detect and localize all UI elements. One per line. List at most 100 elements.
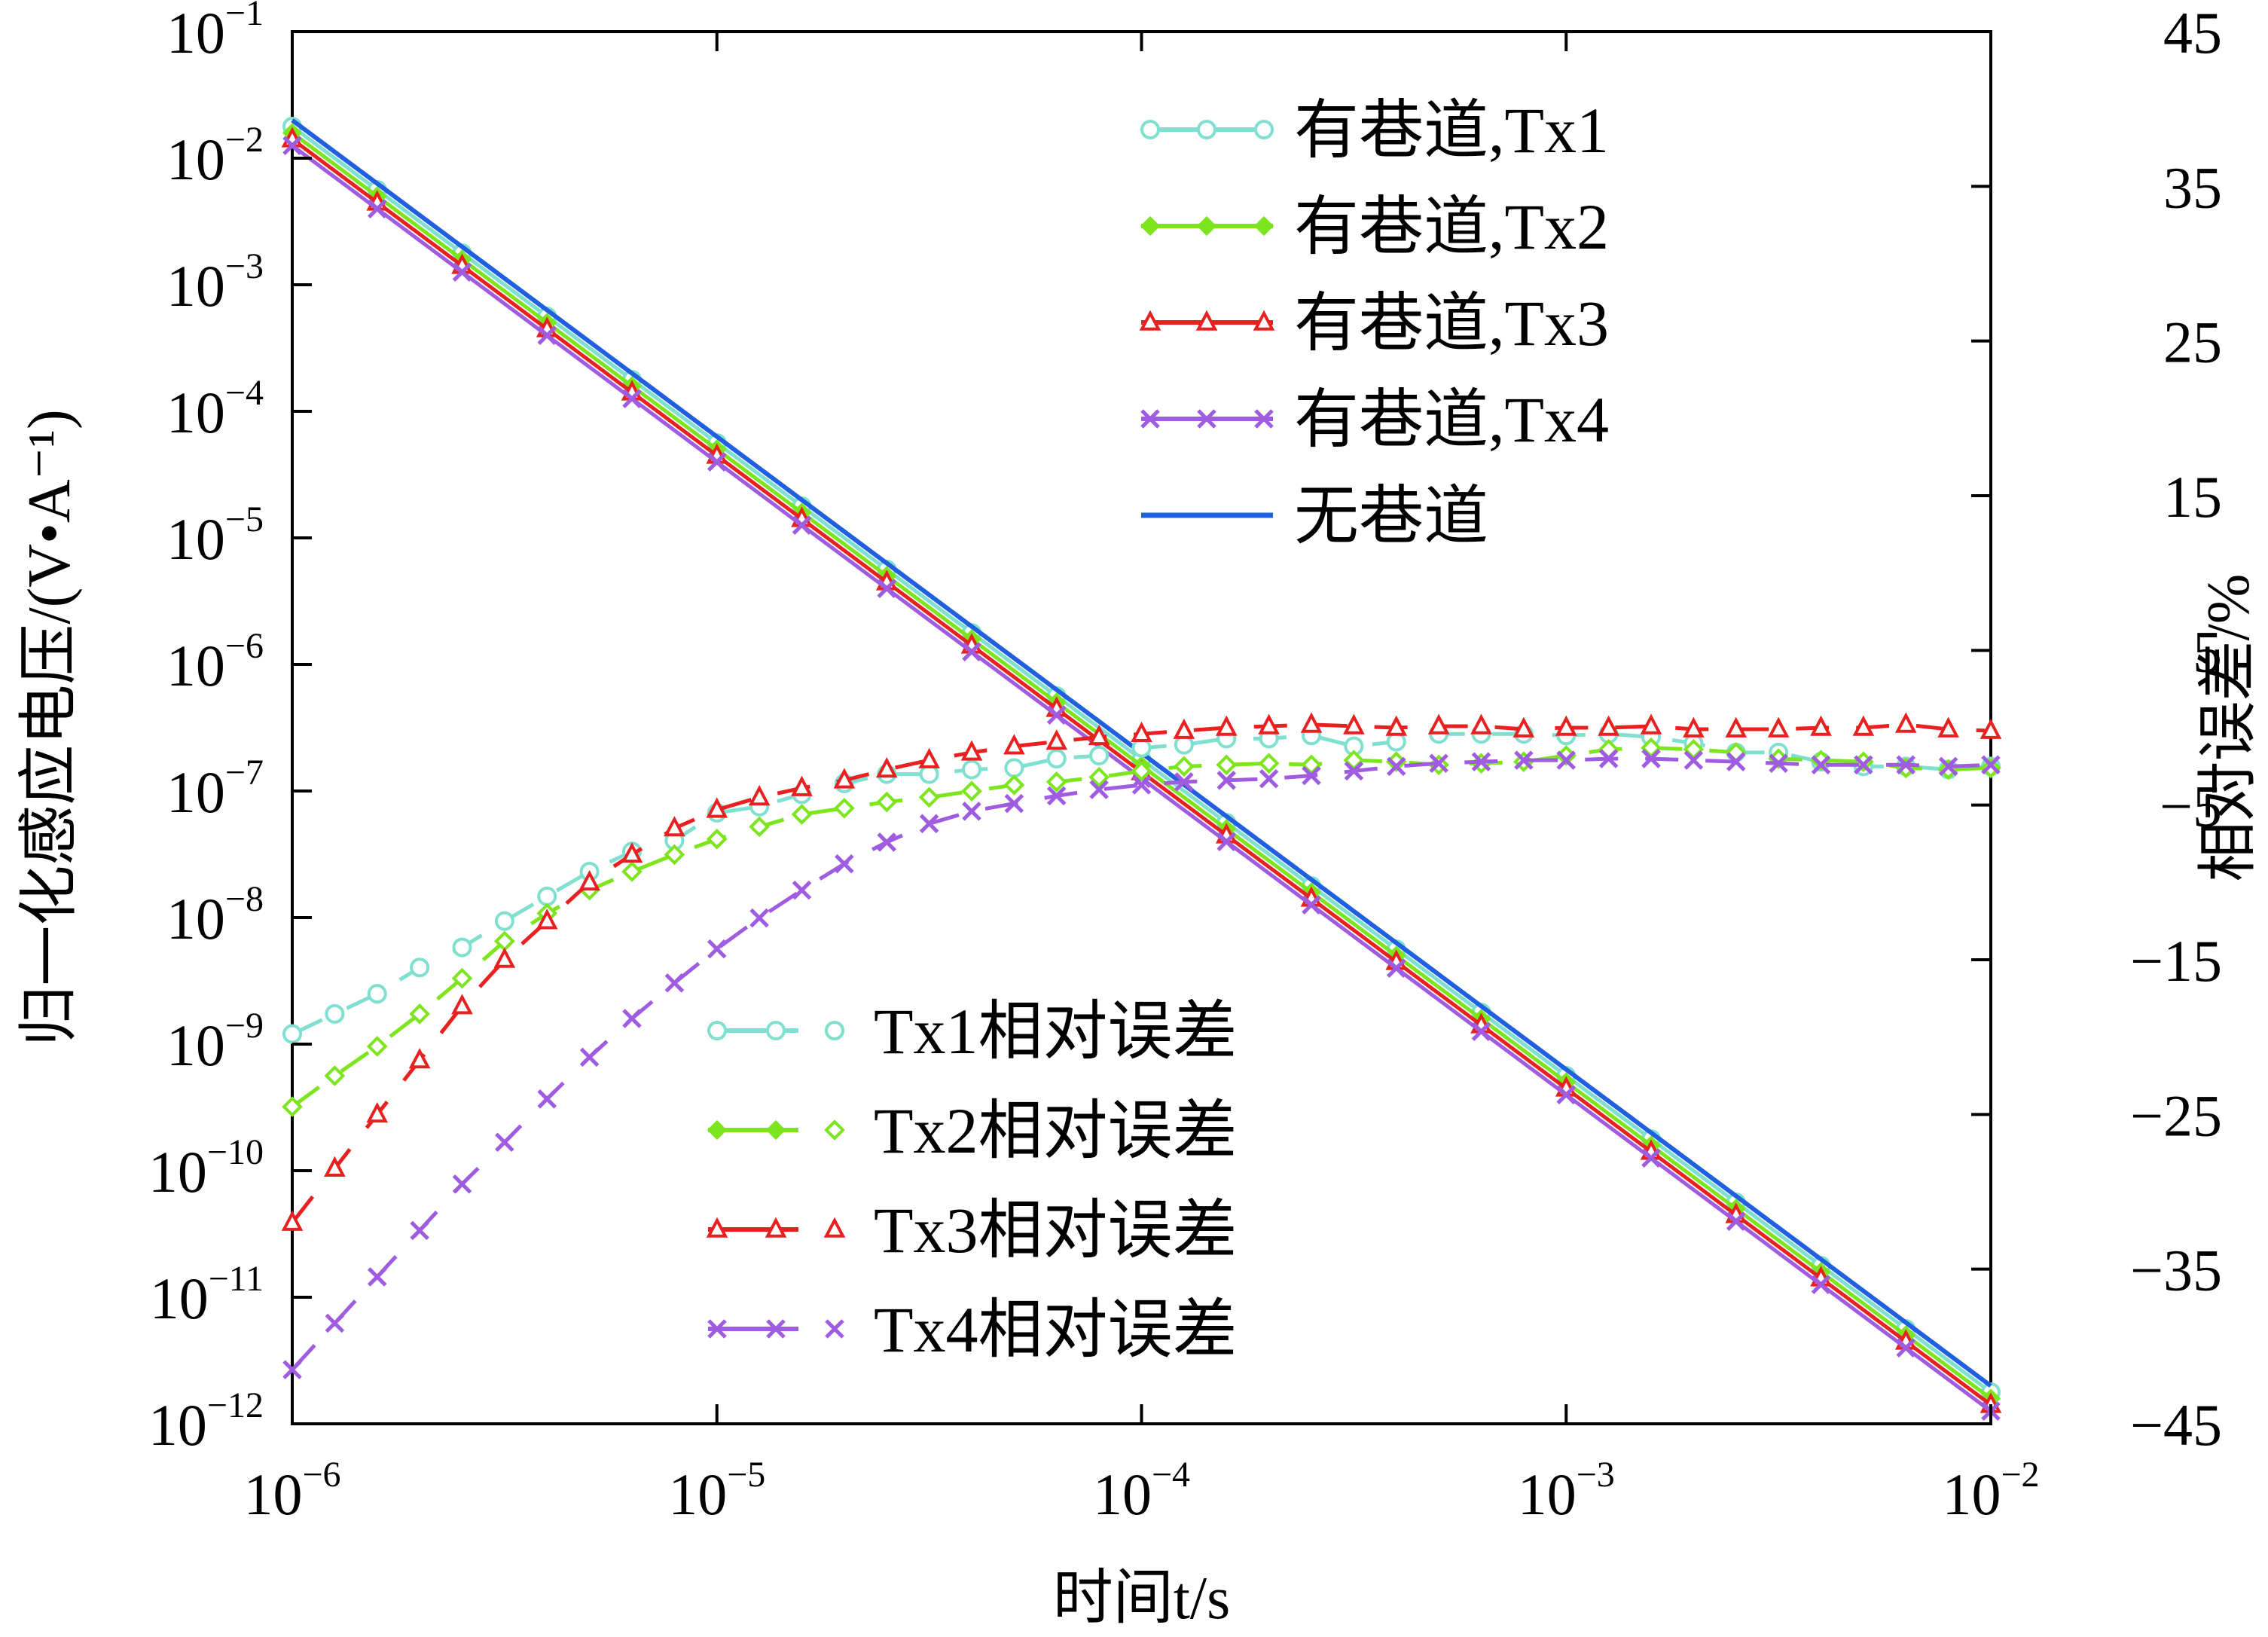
y-left-tick-label: 10−10: [148, 1132, 264, 1205]
error-point-tx4: [579, 1047, 600, 1067]
y-left-tick-label: 10−4: [166, 373, 264, 445]
y-left-tick-label: 10−1: [166, 0, 264, 66]
marker-stroke: [452, 1174, 472, 1194]
marker-stroke: [1556, 1085, 1577, 1104]
error-point-tx3: [578, 869, 600, 891]
error-point-tx4: [1471, 752, 1491, 771]
error-point-tx3: [366, 1101, 389, 1123]
legend-swatch-marker: [766, 1021, 786, 1040]
error-point-tx2: [451, 967, 473, 989]
error-point-tx2: [1174, 756, 1195, 777]
error-point-tx2: [876, 791, 898, 813]
error-point-tx4: [707, 939, 727, 959]
error-point-tx4: [1174, 772, 1194, 792]
error-point-tx4: [367, 1267, 387, 1287]
y-left-tick-label: 10−6: [166, 626, 264, 698]
x-tick-label: 10−3: [1518, 1455, 1615, 1527]
error-point-tx4: [452, 1174, 472, 1194]
error-point-tx2: [1980, 757, 2001, 779]
voltage-point-tx4: [452, 262, 472, 282]
voltage-point-tx4: [282, 136, 302, 155]
marker-stroke: [282, 136, 302, 155]
error-point-tx4: [1004, 793, 1024, 814]
y-left-tick-label: 10−12: [148, 1385, 264, 1458]
error-point-tx4: [622, 1009, 642, 1028]
error-point-tx3: [1555, 715, 1577, 736]
y-left-tick-label: 10−2: [166, 120, 264, 192]
y-right-tick-label: 45: [2163, 0, 2222, 66]
error-series-tx4: [282, 749, 2001, 1379]
legend-top-label: 有巷道,Tx2: [1294, 191, 1609, 263]
legend-top-label: 有巷道,Tx1: [1294, 94, 1609, 166]
marker-stroke: [1896, 755, 1916, 775]
error-point-tx3: [1385, 715, 1408, 736]
legend-swatch-marker: [1139, 310, 1161, 331]
marker-stroke: [792, 515, 812, 535]
error-point-tx4: [1556, 750, 1577, 770]
marker-stroke: [877, 832, 897, 852]
legend-bottom-left: Tx1相对误差 Tx2相对误差 Tx3相对误差 Tx4相对误差: [706, 995, 1238, 1366]
error-point-tx3: [918, 747, 940, 768]
legend-bottom-label: Tx1相对误差: [874, 995, 1238, 1067]
error-point-tx3: [1131, 721, 1152, 743]
marker-stroke: [1896, 1338, 1916, 1358]
marker-stroke: [537, 1089, 557, 1109]
error-point-tx3: [1683, 716, 1705, 738]
legend-top-item: 有巷道,Tx1: [1140, 94, 1609, 166]
axes-layer: 10−6 10−5 10−4 10−3 10−2 10−1 10−2 10−3 10−4 10−5…: [17, 0, 2262, 1632]
legend-swatch-marker: [1140, 409, 1160, 429]
legend-swatch-marker: [1196, 215, 1217, 237]
legend-swatch-marker: [766, 1319, 786, 1339]
voltage-point-tx4: [792, 515, 812, 535]
marker-stroke: [1089, 780, 1109, 799]
voltage-point-tx4: [877, 579, 897, 598]
voltage-point-tx4: [1471, 1022, 1491, 1041]
marker-stroke: [1683, 750, 1704, 770]
voltage-point-tx4: [1386, 958, 1406, 978]
error-point-tx4: [1131, 775, 1152, 795]
legend-swatch-marker: [1254, 409, 1274, 429]
marker-stroke: [1197, 409, 1216, 429]
error-point-tx2: [621, 861, 643, 882]
error-point-tx1: [962, 759, 981, 780]
error-point-tx2: [918, 786, 940, 808]
error-point-tx3: [1852, 715, 1875, 736]
marker-stroke: [1811, 1275, 1831, 1294]
error-point-tx3: [1598, 715, 1619, 736]
legend-swatch-marker: [1197, 120, 1216, 139]
error-point-tx3: [1980, 718, 2002, 739]
error-series-tx3: [281, 712, 2002, 1231]
voltage-point-tx4: [1726, 1211, 1746, 1231]
legend-top-item: 有巷道,Tx4: [1140, 383, 1609, 456]
marker-stroke: [1726, 1211, 1746, 1231]
error-point-tx4: [1981, 755, 2001, 775]
marker-stroke: [1726, 752, 1746, 771]
marker-stroke: [1981, 755, 2001, 775]
error-point-tx3: [664, 816, 685, 837]
error-point-tx1: [1004, 758, 1024, 778]
voltage-point-tx4: [1641, 1148, 1661, 1168]
y-left-tick-label: 10−9: [166, 1006, 264, 1078]
legend-swatch-marker-open: [825, 1319, 844, 1339]
error-point-tx3: [748, 785, 771, 806]
legend-swatch-marker-open: [825, 1021, 844, 1040]
y-right-tick-label: −5: [2160, 774, 2222, 839]
error-point-tx2: [1258, 753, 1280, 774]
marker-stroke: [1514, 750, 1534, 770]
error-point-tx3: [1767, 716, 1790, 738]
y-left-axis-title: 归一化感应电压/(V•A⁻¹): [17, 409, 83, 1046]
legend-swatch-marker: [707, 1319, 727, 1339]
error-point-tx4: [877, 832, 897, 852]
marker-stroke: [1641, 749, 1661, 768]
marker-stroke: [579, 1047, 600, 1067]
error-point-tx3: [408, 1048, 431, 1069]
error-point-tx1: [1089, 745, 1110, 765]
error-point-tx2: [961, 780, 982, 802]
marker-stroke: [410, 1220, 429, 1241]
error-point-tx3: [791, 775, 813, 796]
marker-stroke: [282, 1360, 302, 1379]
y-left-tick-label: 10−7: [166, 753, 264, 825]
legend-top-right: 有巷道,Tx1 有巷道,Tx2 有巷道,Tx3 有巷道,Tx4 无巷道: [1139, 94, 1609, 552]
legend-top-item: 有巷道,Tx3: [1139, 287, 1609, 359]
